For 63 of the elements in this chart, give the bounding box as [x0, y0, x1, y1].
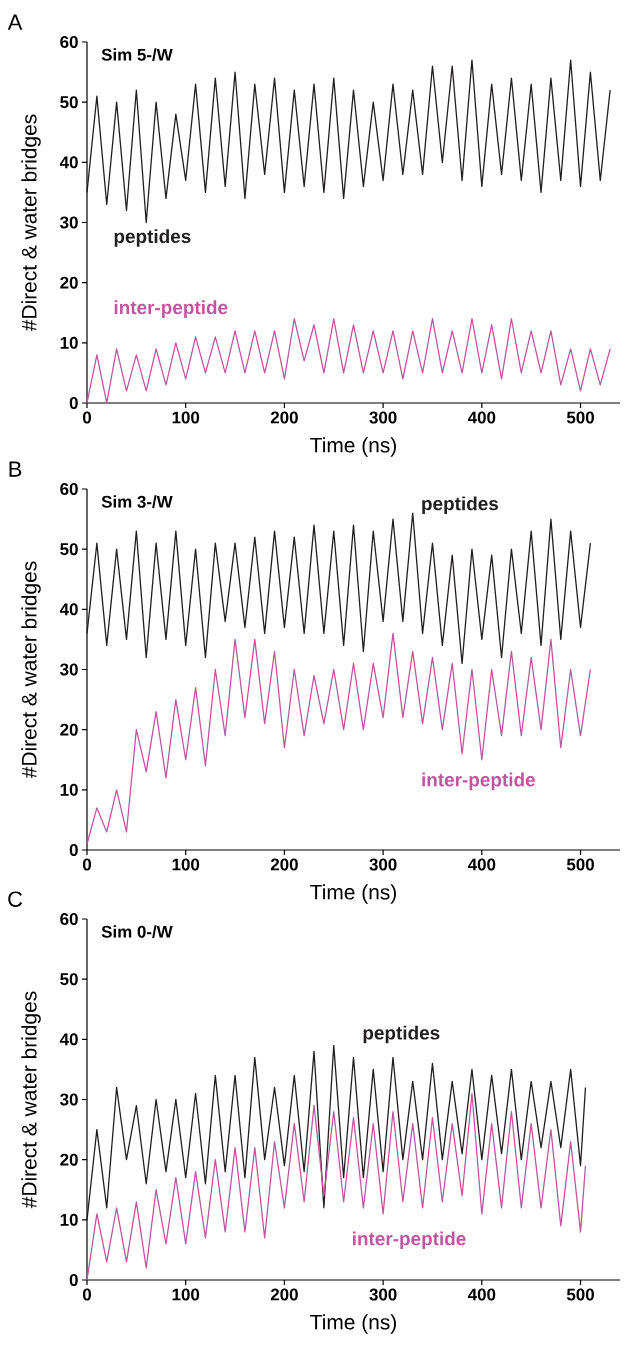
- chart-title: Sim 5-/W: [101, 48, 173, 61]
- y-tick-label: 40: [59, 1033, 78, 1046]
- y-axis-title: #Direct & water bridges: [21, 561, 41, 779]
- text: B: [9, 461, 22, 477]
- y-axis-title: #Direct & water bridges: [21, 114, 41, 332]
- series-label: peptides: [422, 496, 499, 515]
- x-tick-label: 100: [172, 411, 200, 424]
- x-tick-label: 100: [172, 1288, 200, 1301]
- text: C: [8, 891, 23, 907]
- x-tick-label: 500: [566, 411, 594, 424]
- y-axis-title: #Direct & water bridges: [21, 991, 41, 1209]
- x-tick-label: 100: [172, 858, 200, 871]
- x-tick-label: 300: [369, 1288, 397, 1301]
- y-tick-label: 60: [60, 913, 78, 925]
- line-series: [86, 632, 592, 845]
- y-tick-label: 10: [60, 783, 78, 796]
- line-series: [86, 318, 611, 404]
- series-label: inter-peptide: [353, 1231, 466, 1250]
- y-tick-label: 20: [60, 1153, 78, 1166]
- x-axis-title: Time (ns): [310, 437, 396, 457]
- x-tick-label: 0: [82, 858, 92, 871]
- y-tick-label: 40: [59, 156, 78, 169]
- y-tick-label: 40: [59, 603, 78, 616]
- x-tick-label: 0: [82, 411, 92, 424]
- y-tick-label: 10: [60, 336, 78, 349]
- series-label: inter-peptide: [422, 772, 535, 791]
- series-label: peptides: [363, 1025, 440, 1044]
- y-tick-label: 20: [60, 723, 78, 736]
- y-tick-label: 60: [60, 483, 78, 495]
- x-tick-label: 200: [270, 858, 298, 871]
- x-tick-label: 500: [566, 858, 594, 871]
- y-tick-label: 50: [60, 543, 78, 556]
- series-label: peptides: [114, 229, 191, 247]
- x-tick-label: 0: [82, 1288, 92, 1301]
- y-tick-label: 30: [60, 663, 78, 676]
- series-label: inter-peptide: [114, 300, 228, 318]
- y-tick-label: 20: [60, 276, 78, 289]
- line-series: [86, 1092, 587, 1281]
- x-tick-label: 400: [467, 411, 496, 424]
- y-tick-label: 10: [60, 1213, 78, 1226]
- line-series: [86, 512, 592, 665]
- y-tick-label: 60: [60, 35, 78, 48]
- y-tick-label: 0: [69, 1274, 78, 1286]
- x-tick-label: 400: [467, 1288, 496, 1301]
- x-axis-title: Time (ns): [310, 1314, 396, 1334]
- x-tick-label: 200: [270, 1288, 298, 1301]
- line-series: [86, 1044, 587, 1221]
- line-series: [86, 59, 611, 224]
- chart-title: Sim 0-/W: [101, 925, 173, 938]
- text: A: [7, 14, 23, 30]
- x-tick-label: 400: [467, 858, 496, 871]
- x-tick-label: 500: [566, 1288, 594, 1301]
- x-tick-label: 300: [369, 411, 397, 424]
- y-tick-label: 0: [69, 844, 78, 856]
- y-tick-label: 30: [60, 1093, 78, 1106]
- y-tick-label: 0: [69, 396, 78, 409]
- y-tick-label: 50: [60, 973, 78, 986]
- y-tick-label: 30: [60, 216, 78, 229]
- chart-title: Sim 3-/W: [101, 495, 173, 508]
- x-tick-label: 300: [369, 858, 397, 871]
- x-axis-title: Time (ns): [310, 884, 396, 904]
- x-tick-label: 200: [270, 411, 298, 424]
- y-tick-label: 50: [60, 96, 78, 109]
